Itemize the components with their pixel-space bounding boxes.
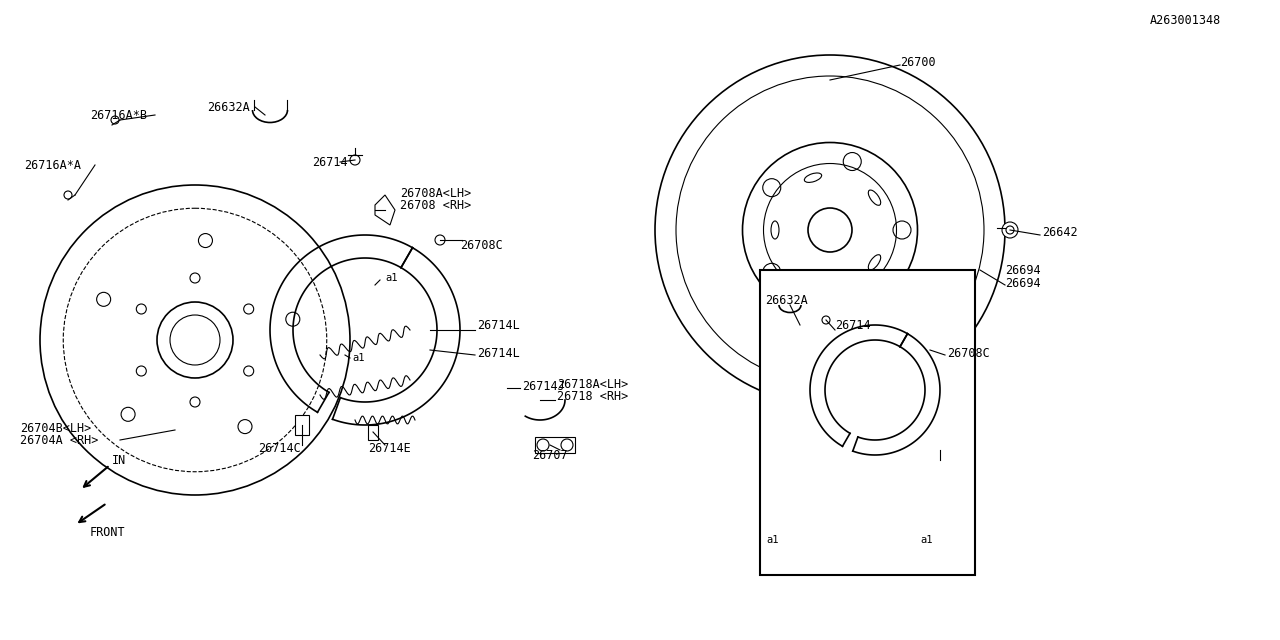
Circle shape — [435, 235, 445, 245]
Text: 26632A: 26632A — [207, 100, 250, 113]
Text: 26708 <RH>: 26708 <RH> — [401, 198, 471, 211]
Circle shape — [64, 191, 72, 199]
Text: 26718 <RH>: 26718 <RH> — [557, 390, 628, 403]
Text: 26716A*B: 26716A*B — [90, 109, 147, 122]
Text: 26714C: 26714C — [259, 442, 301, 454]
Text: 26642: 26642 — [1042, 225, 1078, 239]
Text: a1: a1 — [385, 273, 398, 283]
Text: 26708A<LH>: 26708A<LH> — [401, 186, 471, 200]
Bar — [535, 437, 575, 453]
Text: a1: a1 — [920, 535, 933, 545]
Text: a1: a1 — [352, 353, 365, 363]
Text: 26714E: 26714E — [369, 442, 411, 454]
Polygon shape — [375, 195, 396, 225]
Text: 26708C: 26708C — [947, 346, 989, 360]
Circle shape — [111, 116, 119, 124]
Text: 26694: 26694 — [1005, 276, 1041, 289]
Text: 26708C: 26708C — [460, 239, 503, 252]
Text: 26716A*A: 26716A*A — [24, 159, 81, 172]
Text: 26704A <RH>: 26704A <RH> — [20, 433, 99, 447]
Text: 26714: 26714 — [312, 156, 348, 168]
Text: 26714L: 26714L — [477, 319, 520, 332]
Circle shape — [822, 316, 829, 324]
Text: 26700: 26700 — [900, 56, 936, 68]
Text: 26632A: 26632A — [765, 294, 808, 307]
Bar — [760, 270, 975, 575]
Text: a1: a1 — [765, 535, 778, 545]
Text: 26714J: 26714J — [522, 380, 564, 392]
Text: IN: IN — [113, 454, 127, 467]
Text: 26707: 26707 — [532, 449, 567, 461]
Text: 26714: 26714 — [835, 319, 870, 332]
Text: 26714L: 26714L — [477, 346, 520, 360]
Circle shape — [1002, 222, 1018, 238]
Text: 26718A<LH>: 26718A<LH> — [557, 378, 628, 390]
Bar — [369, 425, 378, 440]
Text: 26704B<LH>: 26704B<LH> — [20, 422, 91, 435]
Bar — [294, 415, 308, 435]
Text: FRONT: FRONT — [90, 527, 125, 540]
Text: 26694: 26694 — [1005, 264, 1041, 276]
Circle shape — [1006, 226, 1014, 234]
Text: A263001348: A263001348 — [1149, 13, 1221, 26]
Circle shape — [349, 155, 360, 165]
